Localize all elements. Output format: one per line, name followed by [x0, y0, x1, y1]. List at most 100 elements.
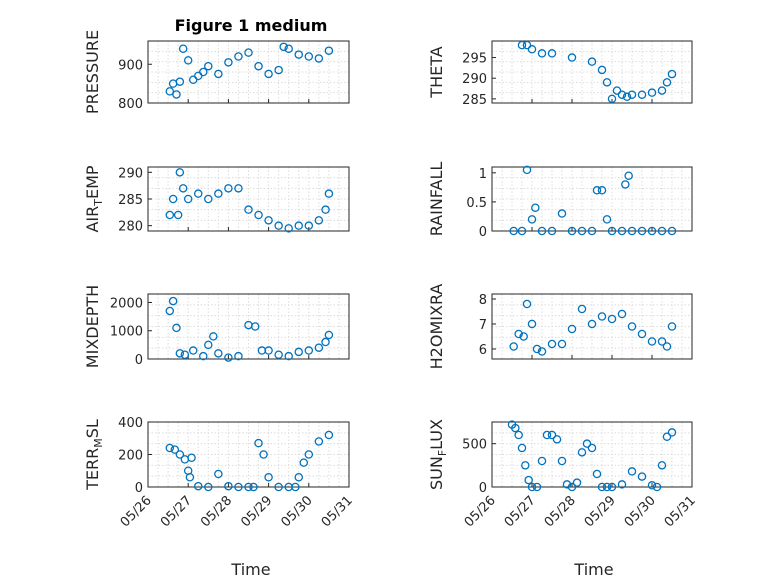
plot-area — [147, 40, 350, 104]
data-point — [567, 226, 577, 236]
data-point — [234, 482, 243, 492]
y-axis-label: AIRTEMP — [83, 165, 105, 232]
y-axis-label: SUNFLUX — [427, 419, 449, 490]
data-point — [178, 184, 188, 193]
axes-frame — [491, 421, 693, 488]
data-point — [279, 42, 288, 52]
data-point — [667, 69, 677, 79]
y-axis-label: TERRMSL — [83, 419, 105, 491]
data-point — [647, 88, 657, 97]
data-point — [587, 319, 597, 329]
data-point — [254, 438, 263, 448]
x-tick-label: 05/27 — [502, 493, 539, 530]
data-point — [657, 337, 667, 346]
data-point — [587, 57, 597, 66]
y-tick-label: 285 — [462, 93, 487, 108]
y-tick-label: 290 — [462, 72, 487, 87]
data-point — [214, 69, 223, 79]
data-point — [542, 430, 552, 440]
data-point — [304, 52, 314, 61]
data-point — [667, 226, 677, 236]
y-tick-label: 0 — [479, 225, 487, 240]
y-tick-label: 295 — [462, 52, 487, 67]
y-tick-label: 1 — [479, 167, 487, 182]
x-tick-label: 05/30 — [279, 493, 316, 530]
data-point — [234, 351, 243, 361]
data-point — [193, 189, 203, 198]
y-tick-label: 400 — [118, 416, 143, 431]
data-point — [175, 168, 185, 177]
subplot-terr_msl: 0 200 400 05/26 05/27 05/28 05/29 05/30 05/31 TER… — [83, 416, 356, 530]
data-point — [165, 210, 175, 220]
data-point — [547, 339, 557, 349]
data-point — [607, 94, 617, 104]
axes-frame — [491, 166, 693, 232]
data-point — [259, 450, 268, 459]
data-point — [175, 450, 185, 459]
y-tick-label: 285 — [118, 193, 143, 208]
data-point — [204, 340, 213, 350]
data-point — [622, 92, 632, 102]
data-point — [299, 458, 309, 467]
data-point — [165, 306, 175, 316]
data-point — [199, 67, 208, 77]
data-point — [519, 332, 528, 341]
data-point — [557, 456, 567, 466]
data-point — [204, 61, 213, 71]
x-axis-label-right: Time — [573, 560, 613, 579]
data-point — [567, 53, 577, 62]
data-point — [557, 209, 567, 218]
y-axis-label: RAINFALL — [427, 162, 446, 237]
data-point — [178, 44, 188, 54]
data-point — [552, 435, 562, 444]
y-tick-label: 8 — [479, 293, 487, 308]
data-point — [537, 49, 547, 58]
data-point — [522, 299, 532, 309]
data-point — [577, 304, 587, 314]
data-point — [592, 469, 602, 479]
data-point — [617, 480, 627, 489]
y-tick-label: 0 — [479, 481, 487, 496]
data-point — [204, 194, 213, 204]
data-point — [627, 226, 637, 236]
data-point — [224, 58, 233, 67]
y-tick-label: 280 — [118, 220, 143, 235]
data-point — [321, 205, 330, 214]
data-point — [304, 221, 314, 230]
data-point — [617, 90, 627, 99]
data-point — [537, 456, 547, 466]
data-point — [168, 296, 178, 306]
axes-frame — [147, 40, 350, 104]
data-point — [324, 46, 334, 55]
data-point — [621, 180, 630, 189]
data-point — [304, 450, 314, 459]
subplot-h2omixra: 6 7 8 H2OMIXRA — [427, 284, 693, 369]
data-point — [547, 430, 557, 440]
data-point — [294, 221, 303, 230]
data-point — [244, 48, 253, 57]
subplot-theta: 285 290 295 THETA — [427, 40, 693, 108]
data-point — [602, 482, 612, 492]
data-point — [517, 40, 527, 50]
data-point — [662, 432, 672, 441]
data-point — [597, 186, 607, 195]
data-point — [567, 324, 577, 334]
data-point — [587, 443, 597, 453]
x-tick-label: 05/28 — [198, 493, 235, 530]
data-point — [597, 312, 607, 321]
data-point — [607, 482, 617, 492]
data-point — [214, 349, 223, 358]
data-point — [602, 78, 612, 87]
y-tick-label: 0 — [135, 353, 143, 368]
data-point — [264, 216, 273, 225]
data-point — [224, 353, 233, 362]
data-point — [627, 322, 637, 331]
data-point — [264, 69, 273, 79]
data-point — [199, 351, 208, 361]
data-point — [517, 443, 527, 453]
data-point — [514, 329, 523, 339]
y-tick-label: 2000 — [110, 296, 143, 311]
data-point — [652, 482, 662, 492]
figure-title: Figure 1 medium — [175, 16, 328, 35]
